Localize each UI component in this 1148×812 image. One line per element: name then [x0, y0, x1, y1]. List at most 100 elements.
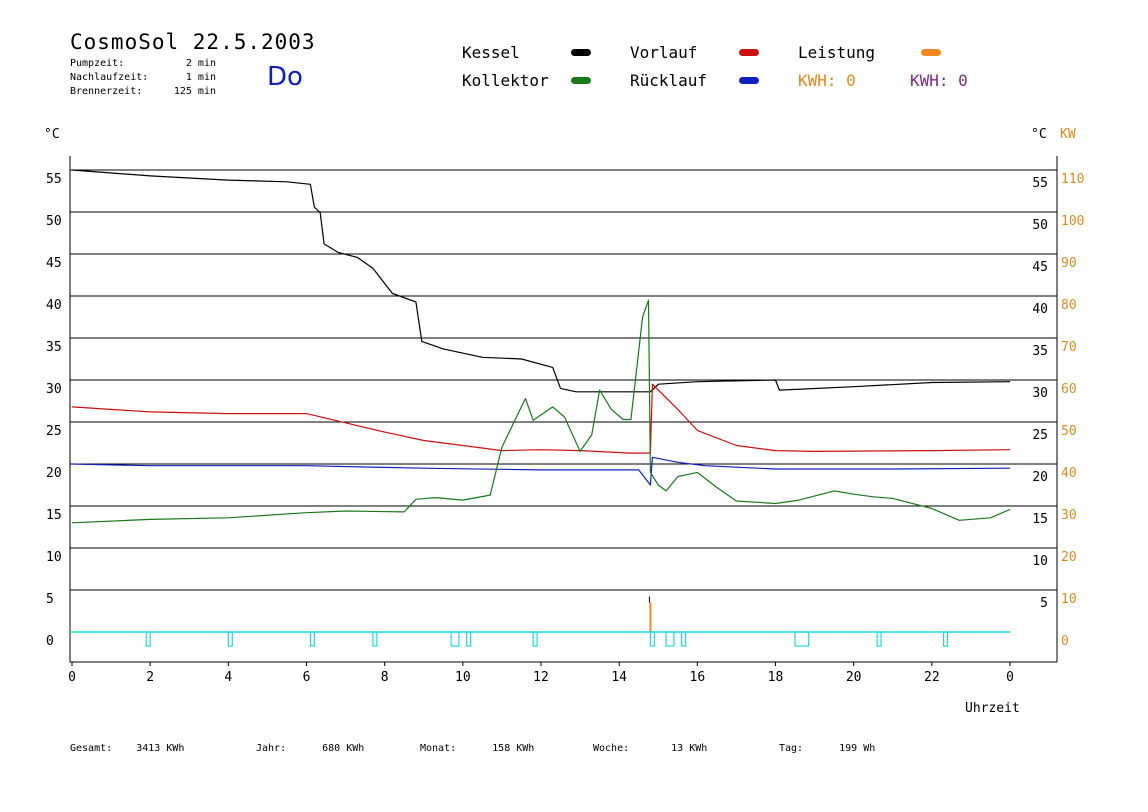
y-tick-label-right-celsius: 30	[1032, 386, 1048, 401]
pump-layer	[70, 631, 1010, 647]
grid-layer	[70, 169, 1057, 591]
chart-title: CosmoSol 22.5.2003	[70, 30, 316, 54]
y-tick-label-left: 55	[46, 172, 62, 187]
x-tick-label: 0	[68, 670, 76, 685]
footer-value: 199 Wh	[839, 743, 876, 754]
y-tick-label-right-celsius: 5	[1040, 596, 1048, 611]
y-tick-label-left: 0	[46, 634, 54, 649]
pump-on-pulse	[372, 631, 378, 647]
x-tick-label: 18	[768, 670, 784, 685]
y-tick-label-left: 15	[46, 508, 62, 523]
y-tick-label-right-celsius: 45	[1032, 260, 1048, 275]
footer-label: Gesamt:	[70, 743, 113, 754]
axis-layer	[69, 156, 1058, 663]
y-tick-label-right-celsius: 55	[1032, 176, 1048, 191]
legend-kessel-label: Kessel	[462, 43, 520, 62]
y-tick-label-right-celsius: 35	[1032, 344, 1048, 359]
footer-value: 680 KWh	[322, 743, 365, 754]
footer-label: Tag:	[779, 743, 804, 754]
footer-gesamt: Gesamt: 3413 KWh	[70, 743, 184, 754]
y-tick-label-right-kw: 50	[1061, 424, 1077, 439]
pump-on-pulse	[794, 631, 810, 647]
legend-leistung-swatch	[921, 49, 941, 56]
y-tick-label-right-kw: 10	[1061, 592, 1077, 607]
y-tick-label-right-kw: 90	[1061, 256, 1077, 271]
x-tick-label: 20	[846, 670, 862, 685]
x-tick-label: 6	[303, 670, 311, 685]
series-line-kollektor	[71, 299, 1011, 524]
meta-label: Nachlaufzeit:	[70, 72, 149, 83]
x-tick-label: 8	[381, 670, 389, 685]
y-tick-label-left: 35	[46, 340, 62, 355]
footer-value: 158 KWh	[492, 743, 535, 754]
left-axis-unit: °C	[44, 127, 60, 142]
pump-on-pulse	[665, 631, 675, 647]
series-line-kessel	[71, 169, 1011, 393]
y-tick-label-right-kw: 110	[1061, 172, 1084, 187]
footer-label: Jahr:	[256, 743, 287, 754]
x-tick-label: 0	[1006, 670, 1014, 685]
series-layer	[71, 169, 1011, 632]
y-tick-label-right-kw: 60	[1061, 382, 1077, 397]
y-tick-label-right-kw: 100	[1061, 214, 1084, 229]
x-tick-label: 12	[533, 670, 549, 685]
pump-on-pulse	[942, 631, 949, 647]
x-tick-label: 10	[455, 670, 471, 685]
legend-kwh-primary: KWH: 0	[798, 71, 856, 90]
meta-row-pumpzeit: Pumpzeit: 2 min	[70, 58, 216, 69]
meta-label: Pumpzeit:	[70, 58, 125, 69]
footer-tag: Tag: 199 Wh	[779, 743, 875, 754]
y-tick-label-right-celsius: 15	[1032, 512, 1048, 527]
x-tick-label: 2	[146, 670, 154, 685]
footer-value: 3413 KWh	[136, 743, 185, 754]
pump-on-pulse	[681, 631, 687, 647]
series-line-vorlauf	[71, 383, 1011, 454]
x-tick-label: 22	[924, 670, 940, 685]
footer-woche: Woche: 13 KWh	[593, 743, 707, 754]
legend-kollektor-label: Kollektor	[462, 71, 549, 90]
legend-ruecklauf-label: Rücklauf	[630, 71, 708, 90]
legend-vorlauf-label: Vorlauf	[630, 43, 698, 62]
y-tick-label-right-celsius: 20	[1032, 470, 1048, 485]
y-tick-label-left: 10	[46, 550, 62, 565]
footer-jahr: Jahr: 680 KWh	[256, 743, 364, 754]
pump-on-pulse	[466, 631, 472, 647]
meta-label: Brennerzeit:	[70, 86, 143, 97]
footer-label: Monat:	[420, 743, 457, 754]
right-axis-unit-celsius: °C	[1031, 127, 1047, 142]
y-tick-label-right-kw: 40	[1061, 466, 1077, 481]
y-tick-label-left: 50	[46, 214, 62, 229]
y-tick-label-right-kw: 0	[1061, 634, 1069, 649]
y-tick-label-right-celsius: 10	[1032, 554, 1048, 569]
legend-leistung-label: Leistung	[798, 43, 876, 62]
series-line-rcklauf	[71, 456, 1011, 486]
meta-row-brennerzeit: Brennerzeit: 125 min	[70, 86, 216, 97]
y-tick-label-left: 45	[46, 256, 62, 271]
x-tick-label: 14	[611, 670, 627, 685]
footer-monat: Monat: 158 KWh	[420, 743, 534, 754]
legend-ruecklauf-swatch	[739, 77, 759, 84]
y-tick-label-right-celsius: 40	[1032, 302, 1048, 317]
y-tick-label-right-kw: 70	[1061, 340, 1077, 355]
x-tick-label: 16	[690, 670, 706, 685]
y-tick-label-left: 25	[46, 424, 62, 439]
pump-on-pulse	[450, 631, 460, 647]
pump-on-pulse	[649, 631, 655, 647]
y-tick-label-right-kw: 30	[1061, 508, 1077, 523]
right-axis-unit-kw: KW	[1060, 127, 1076, 142]
pump-on-pulse	[876, 631, 882, 647]
legend-kwh-secondary: KWH: 0	[910, 71, 968, 90]
y-tick-label-left: 5	[46, 592, 54, 607]
x-tick-label: 4	[224, 670, 232, 685]
y-tick-label-left: 20	[46, 466, 62, 481]
y-tick-label-right-kw: 80	[1061, 298, 1077, 313]
weekday-label: Do	[267, 62, 303, 92]
legend-kollektor-swatch	[571, 77, 591, 84]
y-tick-label-right-celsius: 25	[1032, 428, 1048, 443]
pump-on-pulse	[532, 631, 538, 647]
pump-on-pulse	[145, 631, 151, 647]
y-tick-label-right-kw: 20	[1061, 550, 1077, 565]
y-tick-label-left: 30	[46, 382, 62, 397]
legend-vorlauf-swatch	[739, 49, 759, 56]
